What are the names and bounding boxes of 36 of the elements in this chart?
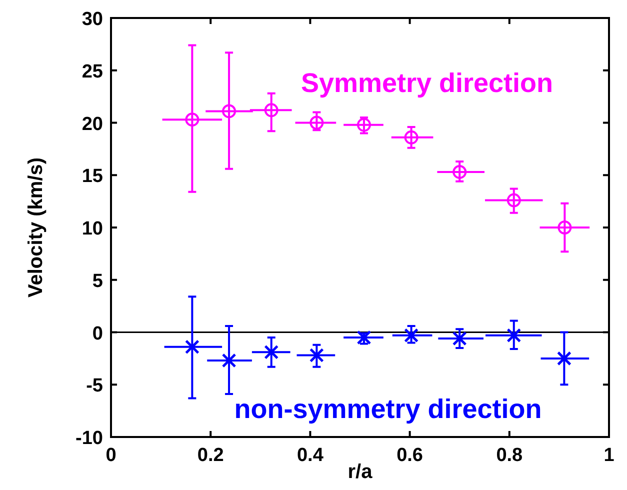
point <box>506 328 522 343</box>
point <box>185 112 200 127</box>
point <box>404 328 419 343</box>
point <box>222 104 236 118</box>
point <box>184 340 200 354</box>
x-tick-label: 1 <box>604 445 615 466</box>
point <box>452 331 467 346</box>
x-axis-title: r/a <box>348 461 374 483</box>
point <box>558 220 572 234</box>
y-tick-label: 0 <box>92 323 103 344</box>
y-tick-label: 30 <box>82 9 103 30</box>
y-tick-label: 20 <box>82 114 103 135</box>
point <box>222 353 236 368</box>
point <box>506 193 521 208</box>
x-tick-label: 0.4 <box>296 445 324 466</box>
y-tick-label: 15 <box>82 166 104 188</box>
point <box>310 116 324 130</box>
point <box>264 344 279 360</box>
point <box>356 118 371 132</box>
point <box>309 348 324 363</box>
x-tick-label: 0.6 <box>396 445 424 466</box>
point <box>556 351 572 366</box>
point <box>264 103 278 118</box>
y-axis-title: Velocity (km/s) <box>25 157 47 298</box>
x-tick-label: 0.2 <box>197 445 224 466</box>
x-tick-label: 0.8 <box>496 445 523 466</box>
y-tick-label: 25 <box>82 61 104 82</box>
y-tick-label: -5 <box>86 376 104 397</box>
y-tick-label: 5 <box>92 270 104 292</box>
series-label: non-symmetry direction <box>234 394 542 424</box>
x-tick-label: 0 <box>106 445 116 466</box>
y-tick-label: 10 <box>82 218 103 240</box>
point <box>452 164 467 179</box>
y-tick-label: -10 <box>76 428 103 449</box>
point <box>404 130 418 144</box>
series-label: Symmetry direction <box>300 68 554 98</box>
